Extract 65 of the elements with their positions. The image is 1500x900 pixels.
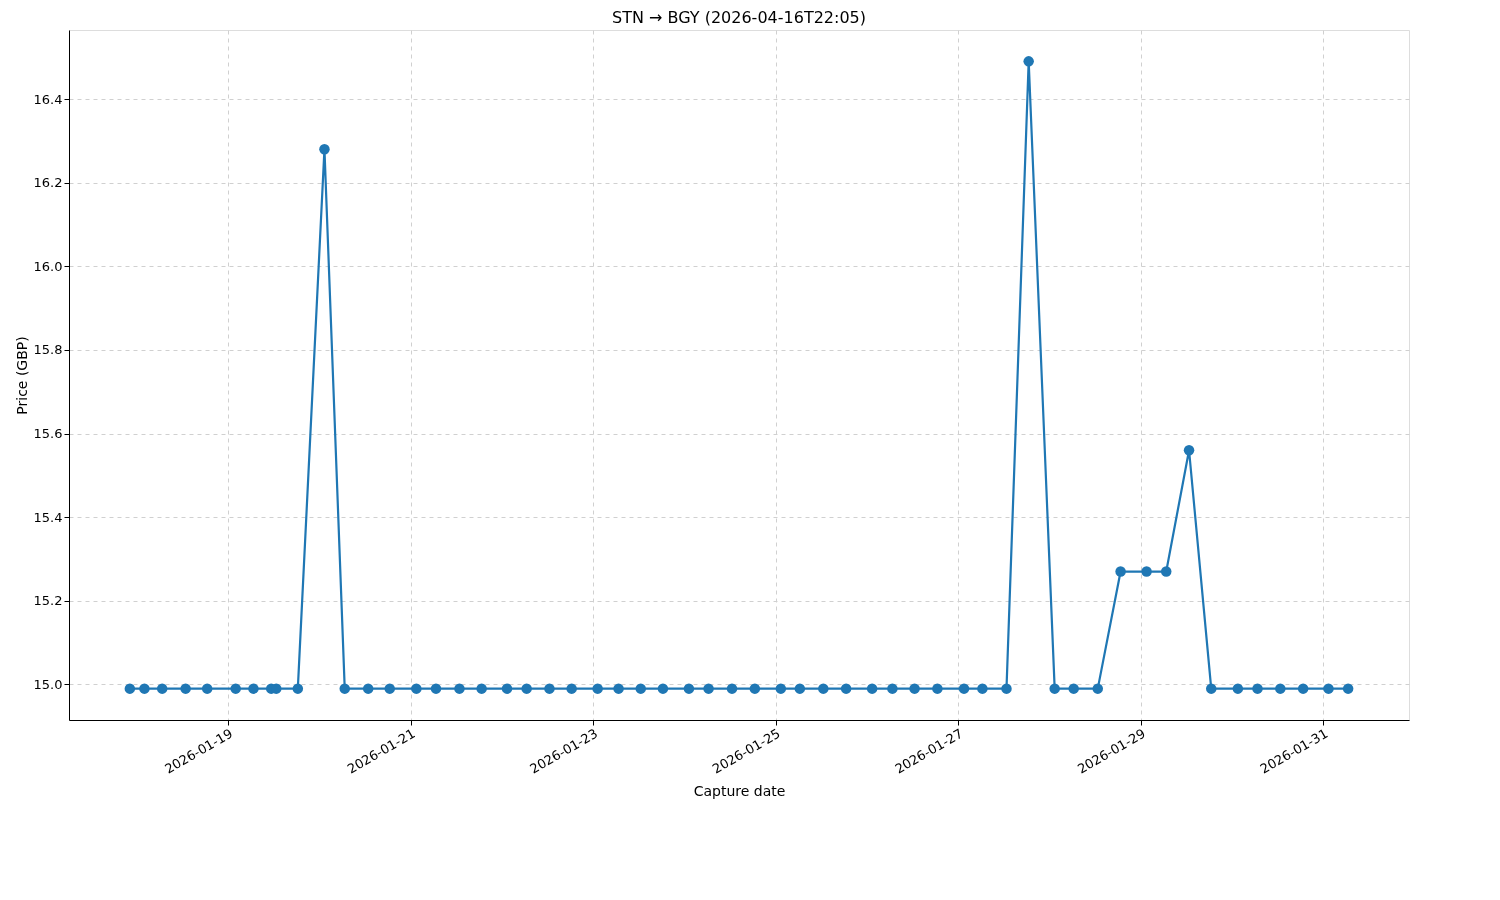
- point: [1323, 683, 1334, 694]
- point: [1160, 566, 1172, 577]
- point: [1023, 56, 1034, 67]
- point: [292, 683, 304, 694]
- point: [958, 683, 970, 694]
- point: [156, 683, 168, 694]
- point: [1232, 683, 1244, 694]
- point: [657, 683, 669, 694]
- point: [1141, 566, 1152, 577]
- point: [124, 683, 136, 694]
- y-tick-label: 15.2: [33, 593, 63, 609]
- point: [1297, 683, 1309, 694]
- point: [613, 683, 624, 694]
- point: [794, 683, 806, 694]
- point: [430, 683, 442, 694]
- point: [180, 683, 191, 694]
- y-tick-label: 16.2: [33, 175, 63, 191]
- y-axis-title: Price (GBP): [13, 336, 30, 415]
- point: [454, 683, 465, 694]
- point: [339, 683, 350, 694]
- point: [726, 683, 738, 694]
- point: [909, 683, 920, 694]
- point: [521, 683, 532, 694]
- point: [703, 683, 714, 694]
- point: [1049, 683, 1060, 694]
- point: [201, 683, 213, 694]
- point: [592, 683, 603, 694]
- chart-title: STN → BGY (2026-04-16T22:05): [612, 8, 866, 27]
- point: [1252, 683, 1263, 694]
- point: [887, 683, 898, 694]
- point: [1001, 683, 1012, 694]
- point: [1068, 683, 1079, 694]
- point: [977, 683, 988, 694]
- point: [501, 683, 513, 694]
- point: [1092, 683, 1104, 694]
- point: [1205, 683, 1217, 694]
- point: [384, 683, 395, 694]
- point: [139, 683, 150, 694]
- point: [866, 683, 878, 694]
- point: [362, 683, 374, 694]
- point: [775, 683, 787, 694]
- point: [932, 683, 943, 694]
- point: [1275, 683, 1286, 694]
- point: [1115, 566, 1126, 577]
- point: [683, 683, 695, 694]
- point: [1342, 683, 1354, 694]
- point: [476, 683, 487, 694]
- point: [635, 683, 646, 694]
- point: [248, 683, 259, 694]
- x-axis-title: Capture date: [693, 782, 786, 799]
- point: [840, 683, 852, 694]
- y-tick-label: 15.4: [33, 509, 63, 525]
- y-tick-label: 15.0: [33, 676, 63, 692]
- y-tick-label: 15.8: [33, 342, 63, 358]
- y-tick-label: 15.6: [33, 426, 63, 442]
- point: [818, 683, 829, 694]
- point: [230, 683, 241, 694]
- point: [544, 683, 555, 694]
- point: [319, 143, 330, 155]
- y-tick-label: 16.4: [33, 91, 63, 107]
- point: [411, 683, 422, 694]
- point: [749, 683, 761, 694]
- point: [566, 683, 577, 694]
- point: [1183, 445, 1195, 456]
- y-tick-label: 16.0: [33, 258, 63, 274]
